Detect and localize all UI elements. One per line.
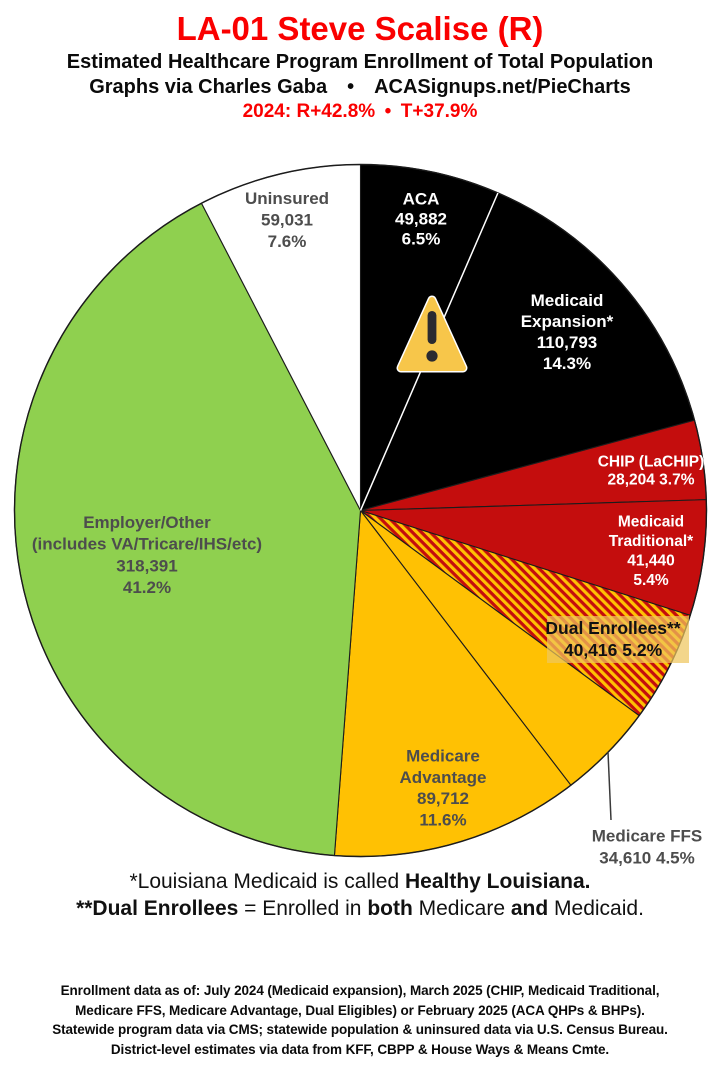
slice-label-medicaid-expansion-line-1: Expansion* (521, 312, 614, 331)
footnote2-text1: = Enrolled in (238, 897, 368, 920)
subtitle-enrollment: Estimated Healthcare Program Enrollment … (66, 51, 654, 73)
slice-label-chip-line-0: CHIP (LaCHIP) (598, 454, 705, 471)
source-line: Medicare FFS, Medicare Advantage, Dual E… (75, 1002, 645, 1018)
page-title: LA-01 Steve Scalise (R) (176, 10, 544, 47)
slice-label-medicare-advantage-line-0: Medicare (406, 747, 480, 766)
slice-label-uninsured-line-1: 59,031 (261, 211, 313, 230)
slice-label-dual-enrollees-line-0: Dual Enrollees** (545, 618, 680, 638)
slice-label-medicaid-traditional-line-3: 5.4% (633, 572, 669, 589)
slice-label-medicare-advantage-line-3: 11.6% (419, 811, 466, 830)
source-line: Statewide program data via CMS; statewid… (52, 1022, 668, 1037)
footnote-medicaid-name: *Louisiana Medicaid is called Healthy Lo… (0, 868, 720, 895)
slice-label-medicare-advantage-line-1: Advantage (400, 768, 487, 787)
partisan-lean-stats: 2024: R+42.8% • T+37.9% (242, 101, 478, 122)
slice-label-employer-other-line-3: 41.2% (123, 578, 171, 597)
pie-outer-rim (13, 163, 708, 858)
slice-label-medicare-ffs-line-1: 34,610 4.5% (599, 849, 694, 868)
slice-label-aca-line-2: 6.5% (402, 230, 441, 249)
footnote2-bold2: both (367, 897, 413, 920)
footnote-dual-enrollees: **Dual Enrollees = Enrolled in both Medi… (0, 895, 720, 922)
warning-exclamation-bar (427, 311, 437, 344)
pie-slices-layer (13, 163, 708, 858)
slice-label-employer-other-line-2: 318,391 (116, 556, 177, 575)
warning-exclamation-dot (426, 350, 438, 362)
slice-label-employer-other-line-0: Employer/Other (83, 513, 211, 532)
slice-label-medicare-ffs-line-0: Medicare FFS (592, 827, 703, 846)
slice-label-employer-other-line-1: (includes VA/Tricare/IHS/etc) (32, 535, 262, 554)
leader-line-medicare-ffs (607, 751, 612, 821)
subtitle-attribution: Graphs via Charles Gaba • ACASignups.net… (89, 76, 631, 98)
footnote2-bold3: and (510, 897, 549, 920)
source-block: Enrollment data as of: July 2024 (Medica… (0, 981, 720, 1059)
slice-label-chip-line-1: 28,204 3.7% (607, 472, 694, 489)
slice-label-medicaid-traditional-line-2: 41,440 (627, 552, 674, 569)
source-line: District-level estimates via data from K… (110, 1041, 610, 1057)
slice-label-uninsured-line-0: Uninsured (245, 189, 329, 208)
slice-label-dual-enrollees-line-1: 40,416 5.2% (564, 640, 663, 660)
footnote1-bold: Healthy Louisiana. (404, 870, 591, 893)
footnote2-bold1: **Dual Enrollees (76, 897, 239, 920)
slice-label-medicare-advantage-line-2: 89,712 (417, 789, 469, 808)
slice-label-medicaid-traditional-line-0: Medicaid (618, 513, 684, 530)
footnote2-text3: Medicaid. (548, 897, 644, 920)
label-highlight-box-dual-enrollees (547, 616, 689, 663)
footnote2-text2: Medicare (412, 897, 511, 920)
slice-label-medicaid-expansion-line-2: 110,793 (537, 333, 598, 352)
warning-icon (396, 295, 468, 373)
slice-label-medicaid-traditional-line-1: Traditional* (609, 533, 694, 550)
slice-label-uninsured-line-2: 7.6% (268, 232, 307, 251)
slice-label-medicaid-expansion-line-3: 14.3% (543, 354, 591, 373)
source-line: Enrollment data as of: July 2024 (Medica… (60, 983, 660, 998)
slice-label-medicaid-expansion-line-0: Medicaid (531, 291, 604, 310)
slice-label-aca-line-0: ACA (403, 190, 440, 209)
footnotes: *Louisiana Medicaid is called Healthy Lo… (0, 868, 720, 922)
slice-label-aca-line-1: 49,882 (395, 210, 447, 229)
footnote1-text: *Louisiana Medicaid is called (129, 870, 405, 893)
